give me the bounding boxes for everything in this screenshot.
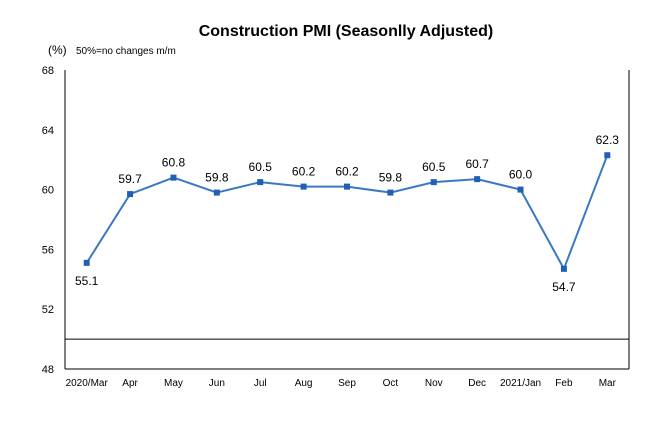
data-point bbox=[83, 259, 90, 266]
y-tick-label: 60 bbox=[42, 185, 54, 197]
data-label: 60.5 bbox=[249, 160, 273, 174]
x-tick-labels: 2020/Mar Apr May Jun Jul Aug Sep Oct Nov Dec 2021/… bbox=[66, 378, 617, 389]
data-point bbox=[170, 174, 177, 181]
data-label: 60.0 bbox=[509, 168, 533, 182]
data-point bbox=[430, 179, 437, 186]
data-point bbox=[604, 152, 611, 159]
data-label: 59.7 bbox=[118, 172, 142, 186]
x-tick-label: 2020/Mar bbox=[66, 378, 109, 389]
data-label: 62.3 bbox=[596, 133, 620, 147]
x-tick-label: Dec bbox=[468, 378, 486, 389]
y-tick-label: 64 bbox=[42, 125, 54, 137]
data-point bbox=[257, 179, 264, 186]
y-tick-label: 68 bbox=[42, 65, 54, 77]
data-label: 55.1 bbox=[75, 274, 99, 288]
data-label: 59.8 bbox=[205, 171, 229, 185]
y-tick-label: 48 bbox=[42, 364, 54, 376]
x-tick-label: May bbox=[164, 378, 183, 389]
chart-note: 50%=no changes m/m bbox=[76, 46, 176, 57]
x-tick-label: Nov bbox=[425, 378, 443, 389]
data-labels: 55.1 59.7 60.8 59.8 60.5 60.2 60.2 59.8 60.5 60.7… bbox=[75, 133, 619, 294]
x-tick-label: Sep bbox=[338, 378, 356, 389]
data-point bbox=[213, 189, 220, 196]
data-label: 60.7 bbox=[465, 157, 489, 171]
data-point bbox=[300, 183, 307, 190]
data-label: 60.8 bbox=[162, 156, 186, 170]
data-point bbox=[387, 189, 394, 196]
y-tick-label: 56 bbox=[42, 244, 54, 256]
data-point bbox=[127, 191, 134, 198]
data-label: 59.8 bbox=[379, 171, 403, 185]
data-label: 60.2 bbox=[292, 165, 316, 179]
x-tick-label: Jun bbox=[209, 378, 225, 389]
y-tick-labels: 68 64 60 56 52 48 bbox=[42, 65, 54, 376]
x-tick-label: Jul bbox=[254, 378, 267, 389]
x-tick-label: Apr bbox=[122, 378, 138, 389]
data-point bbox=[474, 176, 481, 183]
data-label: 60.5 bbox=[422, 160, 446, 174]
x-tick-label: Feb bbox=[555, 378, 573, 389]
chart-title: Construction PMI (Seasonlly Adjusted) bbox=[199, 23, 494, 40]
data-point bbox=[517, 186, 524, 193]
x-tick-label: Mar bbox=[599, 378, 617, 389]
y-axis-unit: (%) bbox=[48, 43, 67, 57]
data-label: 54.7 bbox=[552, 280, 576, 294]
x-tick-label: Aug bbox=[295, 378, 313, 389]
data-point bbox=[344, 183, 350, 190]
data-point bbox=[560, 265, 567, 272]
y-tick-label: 52 bbox=[42, 304, 54, 316]
x-tick-label: 2021/Jan bbox=[500, 378, 541, 389]
data-label: 60.2 bbox=[335, 165, 359, 179]
series-markers bbox=[83, 152, 611, 272]
x-tick-label: Oct bbox=[383, 378, 399, 389]
